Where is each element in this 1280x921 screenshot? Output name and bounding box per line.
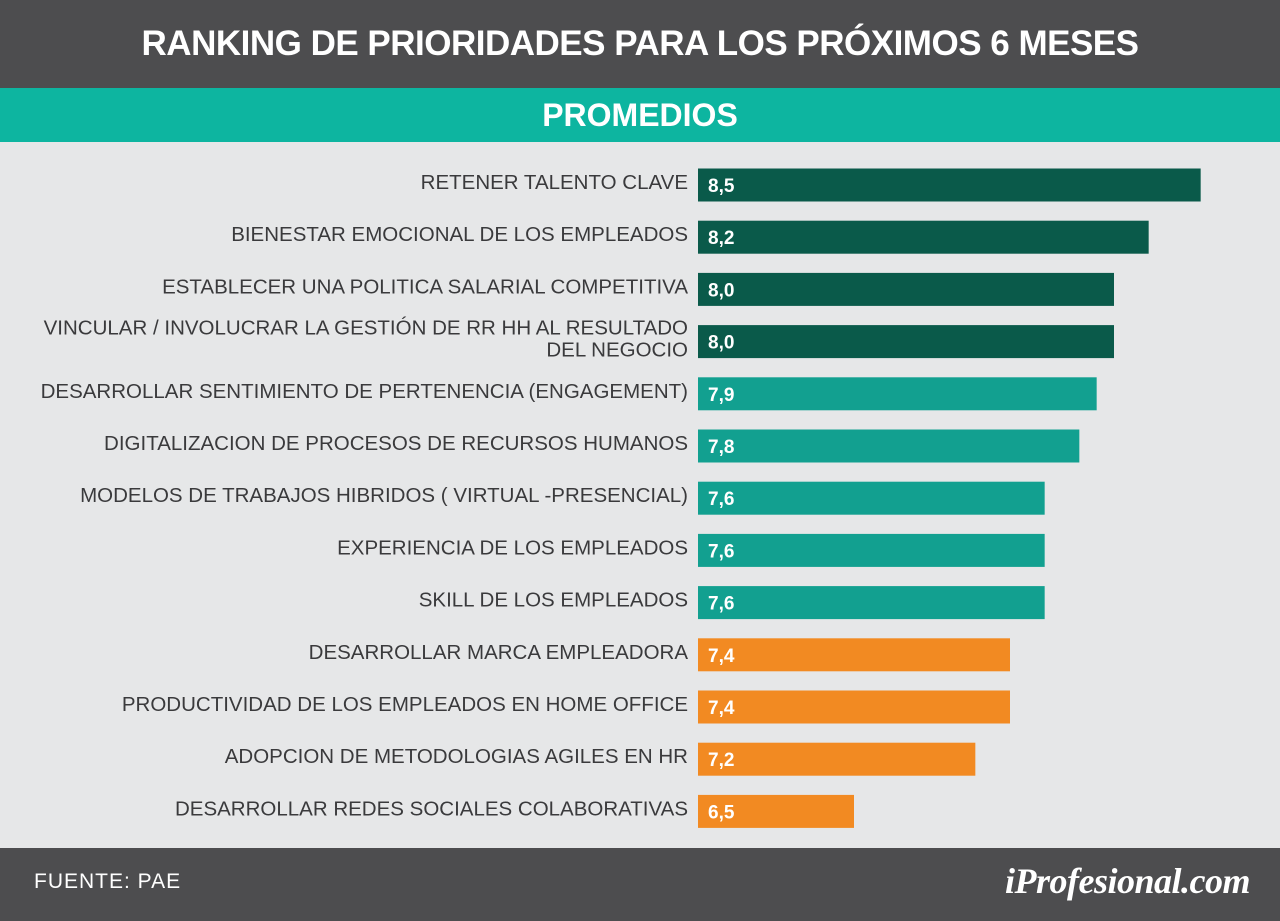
brand-logo: iProfesional.com [1005, 861, 1250, 901]
bar-chart: 8,5 RETENER TALENTO CLAVE 8,2 BIENESTAR EMO… [41, 168, 1201, 828]
category-label: ADOPCION DE METODOLOGIAS AGILES EN HR [225, 745, 688, 768]
bar-5 [698, 377, 1097, 411]
chart-header: RANKING DE PRIORIDADES PARA LOS PRÓXIMOS… [0, 0, 1280, 88]
bar-value-label: 7,2 [708, 750, 734, 771]
bar-value-label: 7,4 [708, 698, 735, 719]
bar-10 [698, 638, 1010, 672]
chart-footer: FUENTE: PAE iProfesional.com [0, 848, 1280, 921]
category-label: RETENER TALENTO CLAVE [421, 171, 688, 194]
bar-value-label: 8,2 [708, 228, 734, 249]
category-label: ESTABLECER UNA POLITICA SALARIAL COMPETI… [162, 275, 688, 298]
bar-7 [698, 481, 1045, 515]
bar-value-label: 7,6 [708, 489, 734, 510]
category-label: DESARROLLAR MARCA EMPLEADORA [309, 641, 689, 664]
category-label: PRODUCTIVIDAD DE LOS EMPLEADOS EN HOME O… [122, 693, 688, 716]
bar-6 [698, 429, 1080, 463]
category-label: MODELOS DE TRABAJOS HIBRIDOS ( VIRTUAL -… [80, 484, 688, 507]
chart-subtitle: PROMEDIOS [542, 96, 738, 133]
source-note: FUENTE: PAE [34, 870, 182, 893]
category-label: DESARROLLAR SENTIMIENTO DE PERTENENCIA (… [41, 380, 688, 403]
bar-13 [698, 794, 854, 828]
bar-3 [698, 272, 1114, 306]
bar-9 [698, 586, 1045, 620]
bar-value-label: 7,9 [708, 385, 734, 406]
bar-4 [698, 325, 1114, 359]
category-label: DESARROLLAR REDES SOCIALES COLABORATIVAS [175, 797, 688, 820]
bar-2 [698, 220, 1149, 254]
bar-1 [698, 168, 1201, 202]
chart-subheader: PROMEDIOS [0, 88, 1280, 142]
category-label: VINCULAR / INVOLUCRAR LA GESTIÓN DE RR H… [44, 317, 688, 362]
bar-value-label: 7,6 [708, 594, 734, 615]
bar-value-label: 7,4 [708, 646, 735, 667]
bar-value-label: 8,0 [708, 333, 734, 354]
bar-11 [698, 690, 1010, 724]
bar-value-label: 7,8 [708, 437, 734, 458]
bar-value-label: 8,5 [708, 176, 735, 197]
bar-value-label: 7,6 [708, 541, 734, 562]
bar-8 [698, 533, 1045, 567]
chart-title: RANKING DE PRIORIDADES PARA LOS PRÓXIMOS… [141, 24, 1139, 63]
bar-value-label: 6,5 [708, 802, 735, 823]
category-label: EXPERIENCIA DE LOS EMPLEADOS [337, 536, 688, 559]
category-label: SKILL DE LOS EMPLEADOS [419, 589, 688, 612]
bar-value-label: 8,0 [708, 280, 734, 301]
category-label: DIGITALIZACION DE PROCESOS DE RECURSOS H… [104, 432, 688, 455]
bar-12 [698, 742, 976, 776]
category-label: BIENESTAR EMOCIONAL DE LOS EMPLEADOS [231, 223, 688, 246]
